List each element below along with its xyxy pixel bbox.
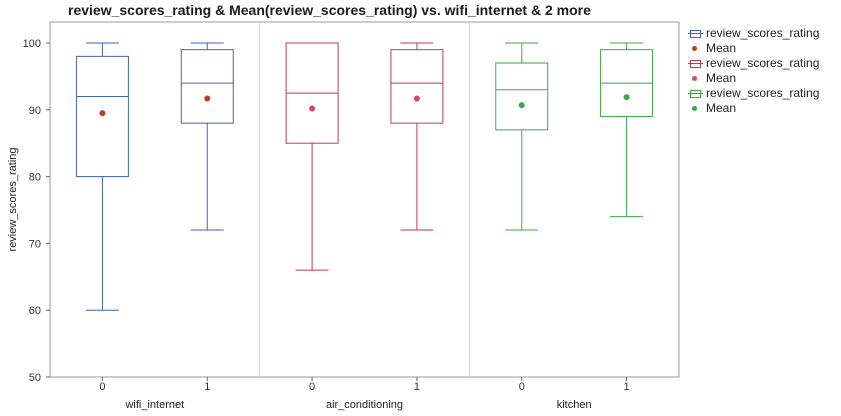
dot-symbol-icon xyxy=(686,41,704,56)
dot-symbol-icon xyxy=(686,101,704,116)
box-plot-wifi_internet-0 xyxy=(75,42,129,311)
mean-marker xyxy=(309,105,316,112)
chart-legend: review_scores_rating Mean review_scores_ra… xyxy=(686,26,819,116)
legend-label: Mean xyxy=(706,101,737,115)
box-plot-kitchen-1 xyxy=(600,42,654,218)
mean-marker xyxy=(413,95,420,102)
chart-title: review_scores_rating & Mean(review_score… xyxy=(68,2,591,18)
y-tick-label: 100 xyxy=(23,38,41,50)
box-plot-air_conditioning-0 xyxy=(285,42,339,271)
legend-item: Mean xyxy=(686,101,819,116)
legend-item: Mean xyxy=(686,41,819,56)
y-tick-label: 70 xyxy=(29,238,41,250)
x-tick-label: 0 xyxy=(99,381,105,393)
legend-label: Mean xyxy=(706,71,737,85)
legend-item: Mean xyxy=(686,71,819,86)
dot-symbol-icon xyxy=(686,71,704,86)
box-iqr xyxy=(75,55,129,178)
box-iqr xyxy=(390,49,444,124)
mean-marker xyxy=(99,110,106,117)
legend-item: review_scores_rating xyxy=(686,86,819,101)
x-tick-label: 0 xyxy=(309,381,315,393)
mean-marker xyxy=(623,94,630,101)
box-symbol-icon xyxy=(686,56,704,71)
y-axis-title: review_scores_rating xyxy=(7,148,19,252)
box-iqr xyxy=(495,62,549,131)
box-symbol-icon xyxy=(686,26,704,41)
legend-label: Mean xyxy=(706,41,737,55)
mean-marker xyxy=(204,95,211,102)
legend-item: review_scores_rating xyxy=(686,26,819,41)
box-plot-wifi_internet-1 xyxy=(180,42,234,231)
y-tick-label: 90 xyxy=(29,105,41,117)
y-tick-label: 60 xyxy=(29,305,41,317)
legend-label: review_scores_rating xyxy=(706,86,820,100)
box-iqr xyxy=(180,49,234,124)
x-axis-title-kitchen: kitchen xyxy=(557,399,592,411)
legend-label: review_scores_rating xyxy=(706,26,820,40)
plot-frame xyxy=(49,21,680,378)
x-axis-title-wifi_internet: wifi_internet xyxy=(124,399,184,411)
box-plot-kitchen-0 xyxy=(495,42,549,231)
legend-item: review_scores_rating xyxy=(686,56,819,71)
x-tick-label: 0 xyxy=(519,381,525,393)
box-plot-air_conditioning-1 xyxy=(390,42,444,231)
x-tick-label: 1 xyxy=(414,381,420,393)
x-axis-title-air_conditioning: air_conditioning xyxy=(326,399,403,411)
x-tick-label: 1 xyxy=(204,381,210,393)
x-tick-label: 1 xyxy=(624,381,630,393)
legend-label: review_scores_rating xyxy=(706,56,820,70)
y-tick-label: 80 xyxy=(29,172,41,184)
y-tick-label: 50 xyxy=(29,372,41,384)
box-symbol-icon xyxy=(686,86,704,101)
mean-marker xyxy=(518,102,525,109)
